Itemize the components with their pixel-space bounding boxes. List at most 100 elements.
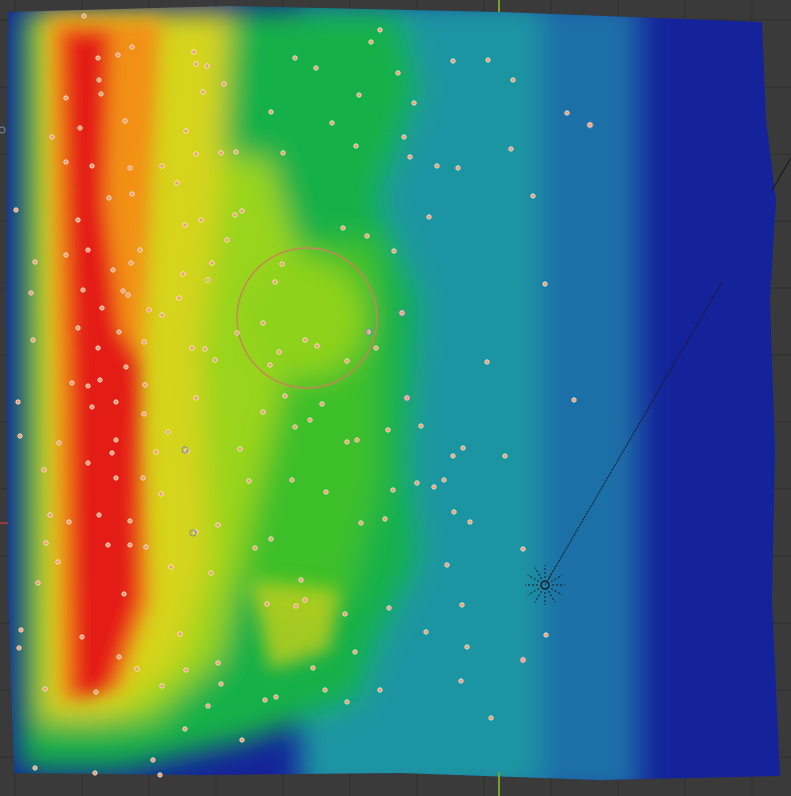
mesh-vertex[interactable] [390, 487, 396, 493]
mesh-vertex[interactable] [276, 349, 282, 355]
mesh-vertex[interactable] [377, 27, 383, 33]
brush-selection-circle[interactable] [236, 247, 378, 389]
mesh-vertex[interactable] [385, 427, 391, 433]
mesh-vertex[interactable] [459, 602, 465, 608]
mesh-vertex[interactable] [344, 699, 350, 705]
mesh-vertex[interactable] [116, 329, 122, 335]
mesh-vertex[interactable] [143, 544, 149, 550]
mesh-vertex[interactable] [224, 237, 230, 243]
mesh-vertex[interactable] [63, 95, 69, 101]
mesh-vertex[interactable] [17, 433, 23, 439]
mesh-vertex[interactable] [520, 546, 526, 552]
mesh-vertex[interactable] [113, 437, 119, 443]
mesh-vertex[interactable] [121, 591, 127, 597]
mesh-vertex[interactable] [292, 424, 298, 430]
mesh-vertex-unselected[interactable] [365, 328, 373, 336]
mesh-vertex[interactable] [115, 52, 121, 58]
mesh-vertex[interactable] [520, 657, 526, 663]
mesh-vertex[interactable] [85, 247, 91, 253]
mesh-vertex-unselected[interactable] [398, 309, 406, 317]
mesh-vertex[interactable] [571, 397, 577, 403]
mesh-vertex[interactable] [141, 339, 147, 345]
mesh-vertex[interactable] [157, 772, 163, 778]
mesh-vertex[interactable] [75, 217, 81, 223]
mesh-vertex[interactable] [99, 305, 105, 311]
mesh-vertex[interactable] [314, 343, 320, 349]
mesh-vertex[interactable] [120, 288, 126, 294]
mesh-vertex[interactable] [353, 143, 359, 149]
mesh-vertex[interactable] [200, 89, 206, 95]
mesh-vertex[interactable] [127, 165, 133, 171]
mesh-vertex[interactable] [292, 55, 298, 61]
mesh-vertex[interactable] [464, 644, 470, 650]
mesh-vertex[interactable] [89, 163, 95, 169]
mesh-vertex[interactable] [174, 180, 180, 186]
mesh-vertex[interactable] [191, 49, 197, 55]
mesh-vertex[interactable] [218, 681, 224, 687]
mesh-vertex-unselected[interactable] [403, 394, 411, 402]
mesh-vertex[interactable] [32, 765, 38, 771]
mesh-vertex[interactable] [467, 519, 473, 525]
mesh-vertex[interactable] [239, 737, 245, 743]
mesh-vertex[interactable] [237, 446, 243, 452]
mesh-vertex[interactable] [423, 629, 429, 635]
mesh-vertex[interactable] [208, 570, 214, 576]
mesh-vertex[interactable] [280, 150, 286, 156]
mesh-vertex[interactable] [63, 159, 69, 165]
mesh-vertex[interactable] [146, 307, 152, 313]
mesh-vertex[interactable] [105, 542, 111, 548]
mesh-vertex-unselected[interactable] [181, 446, 189, 454]
mesh-vertex[interactable] [344, 439, 350, 445]
mesh-vertex[interactable] [158, 491, 164, 497]
mesh-vertex[interactable] [215, 660, 221, 666]
mesh-vertex[interactable] [168, 564, 174, 570]
mesh-vertex[interactable] [35, 580, 41, 586]
mesh-vertex[interactable] [426, 214, 432, 220]
mesh-vertex[interactable] [233, 149, 239, 155]
mesh-vertex[interactable] [93, 689, 99, 695]
mesh-vertex[interactable] [313, 65, 319, 71]
mesh-vertex[interactable] [150, 757, 156, 763]
mesh-vertex[interactable] [30, 337, 36, 343]
mesh-vertex[interactable] [182, 222, 188, 228]
mesh-vertex[interactable] [530, 193, 536, 199]
mesh-vertex[interactable] [450, 453, 456, 459]
mesh-vertex[interactable] [329, 120, 335, 126]
mesh-vertex[interactable] [340, 225, 346, 231]
mesh-vertex[interactable] [382, 516, 388, 522]
mesh-vertex[interactable] [368, 39, 374, 45]
mesh-vertex[interactable] [260, 320, 266, 326]
mesh-vertex[interactable] [69, 380, 75, 386]
mesh-vertex[interactable] [319, 401, 325, 407]
mesh-vertex[interactable] [322, 687, 328, 693]
mesh-vertex[interactable] [356, 92, 362, 98]
mesh-vertex[interactable] [587, 122, 593, 128]
mesh-vertex[interactable] [434, 163, 440, 169]
mesh-vertex[interactable] [386, 605, 392, 611]
mesh-vertex[interactable] [488, 715, 494, 721]
mesh-vertex[interactable] [125, 292, 131, 298]
mesh-vertex[interactable] [129, 191, 135, 197]
mesh-vertex[interactable] [221, 81, 227, 87]
mesh-vertex[interactable] [323, 489, 329, 495]
mesh-vertex[interactable] [289, 477, 295, 483]
mesh-vertex[interactable] [218, 150, 224, 156]
mesh-vertex[interactable] [56, 440, 62, 446]
mesh-vertex[interactable] [153, 449, 159, 455]
mesh-vertex[interactable] [182, 726, 188, 732]
mesh-vertex[interactable] [307, 417, 313, 423]
mesh-vertex[interactable] [183, 667, 189, 673]
mesh-vertex[interactable] [395, 70, 401, 76]
mesh-vertex[interactable] [358, 520, 364, 526]
mesh-vertex-unselected[interactable] [586, 121, 594, 129]
mesh-vertex[interactable] [282, 393, 288, 399]
mesh-vertex[interactable] [267, 362, 273, 368]
mesh-vertex[interactable] [81, 13, 87, 19]
mesh-vertex[interactable] [310, 665, 316, 671]
mesh-vertex[interactable] [180, 271, 186, 277]
mesh-vertex[interactable] [127, 542, 133, 548]
mesh-vertex[interactable] [391, 248, 397, 254]
mesh-vertex[interactable] [128, 260, 134, 266]
mesh-vertex[interactable] [564, 110, 570, 116]
